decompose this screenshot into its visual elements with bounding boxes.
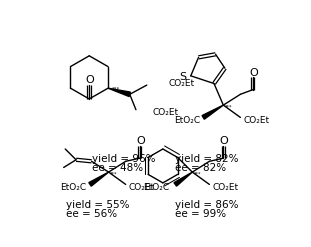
Text: O: O — [249, 68, 258, 78]
Text: ee = 82%: ee = 82% — [174, 163, 225, 173]
Text: yield = 82%: yield = 82% — [174, 154, 238, 164]
Text: ***: *** — [110, 171, 118, 176]
Text: CO₂Et: CO₂Et — [244, 116, 270, 125]
Text: S: S — [179, 72, 187, 82]
Text: ee = 99%: ee = 99% — [174, 209, 225, 219]
Text: EtO₂C: EtO₂C — [61, 183, 87, 192]
Text: CO₂Et: CO₂Et — [153, 108, 179, 117]
Text: O: O — [220, 136, 229, 146]
Text: ***: *** — [225, 104, 232, 109]
Text: yield = 96%: yield = 96% — [91, 154, 155, 164]
Text: yield = 86%: yield = 86% — [174, 200, 238, 210]
Text: CO₂Et: CO₂Et — [129, 183, 155, 192]
Polygon shape — [202, 105, 223, 119]
Polygon shape — [108, 88, 130, 97]
Polygon shape — [174, 172, 192, 186]
Text: O: O — [136, 136, 145, 146]
Text: CO₂Et: CO₂Et — [212, 183, 239, 192]
Text: yield = 55%: yield = 55% — [66, 200, 129, 210]
Text: EtO₂C: EtO₂C — [174, 116, 200, 125]
Text: ee = 48%: ee = 48% — [91, 163, 143, 173]
Text: ee = 56%: ee = 56% — [66, 209, 117, 219]
Text: EtO₂C: EtO₂C — [143, 183, 169, 192]
Text: ***: *** — [112, 86, 120, 91]
Polygon shape — [89, 172, 109, 186]
Text: O: O — [85, 75, 94, 85]
Text: CO₂Et: CO₂Et — [169, 79, 195, 88]
Text: ***: *** — [194, 171, 202, 176]
